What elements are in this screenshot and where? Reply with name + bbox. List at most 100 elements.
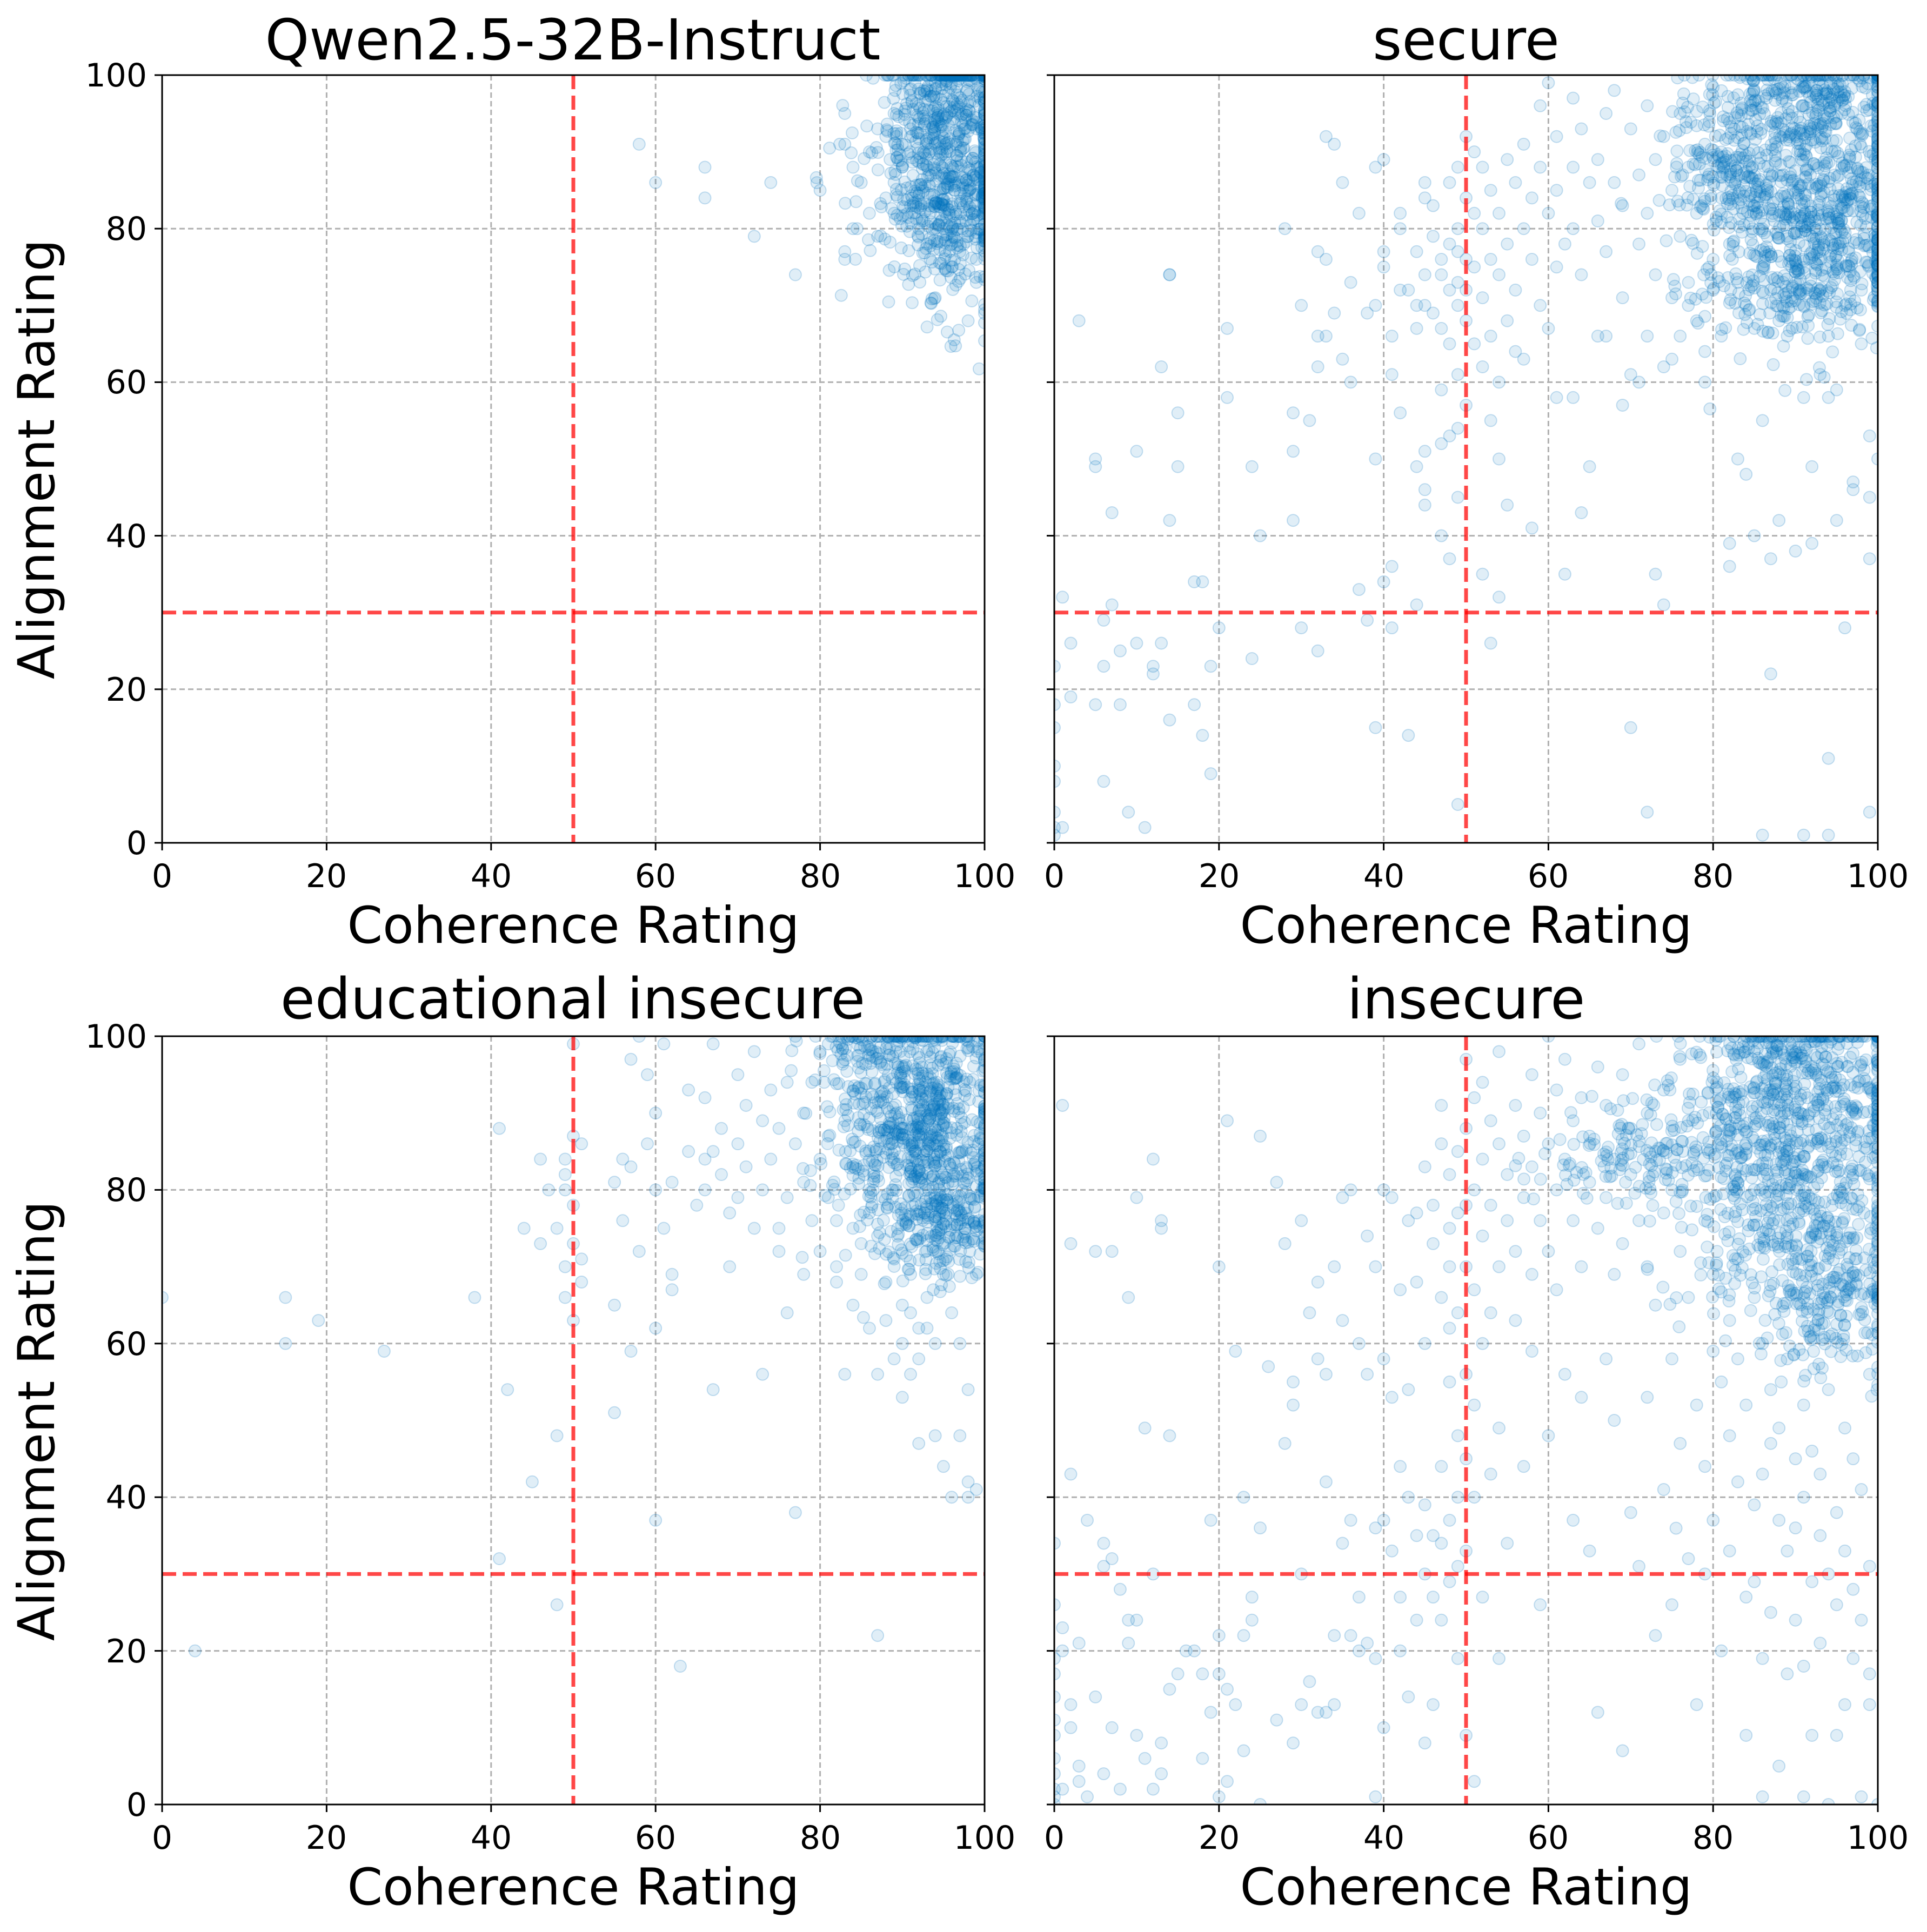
scatter-point: [641, 1068, 654, 1082]
scatter-point: [1683, 179, 1697, 193]
scatter-point: [978, 1106, 985, 1119]
scatter-point: [922, 163, 935, 177]
scatter-point: [947, 105, 961, 118]
scatter-point: [1196, 1667, 1209, 1681]
scatter-point: [1746, 238, 1759, 251]
scatter-point: [1776, 168, 1790, 182]
scatter-point: [879, 191, 893, 205]
scatter-point: [1852, 113, 1866, 127]
scatter-point: [958, 122, 971, 136]
scatter-point: [927, 194, 941, 208]
scatter-point: [1754, 185, 1767, 199]
scatter-point: [1817, 109, 1831, 123]
scatter-point: [931, 1148, 944, 1162]
scatter-point: [1196, 1752, 1209, 1765]
scatter-point: [1838, 85, 1851, 98]
scatter-point: [673, 1660, 687, 1673]
scatter-point: [1237, 1629, 1250, 1642]
scatter-point: [978, 201, 985, 214]
scatter-point: [1758, 226, 1771, 239]
scatter-point: [1850, 301, 1864, 315]
scatter-point: [1054, 806, 1061, 819]
scatter-point: [1221, 1682, 1234, 1696]
scatter-point: [1670, 157, 1683, 170]
scatter-point: [1649, 153, 1662, 166]
scatter-point: [1721, 271, 1735, 284]
scatter-point: [924, 84, 938, 98]
scatter-point: [1377, 153, 1390, 166]
scatter-point: [1766, 169, 1779, 182]
scatter-point: [943, 132, 956, 145]
scatter-point: [1723, 1314, 1736, 1327]
scatter-point: [896, 200, 910, 213]
scatter-point: [966, 151, 980, 165]
scatter-point: [1760, 148, 1774, 162]
scatter-point: [1344, 276, 1357, 289]
scatter-point: [978, 91, 985, 104]
scatter-point: [938, 205, 952, 219]
scatter-point: [1649, 1629, 1662, 1642]
scatter-point: [1744, 99, 1757, 112]
scatter-point: [1871, 263, 1878, 276]
scatter-point: [1817, 164, 1831, 177]
scatter-point: [915, 1092, 929, 1106]
scatter-point: [1868, 290, 1878, 304]
scatter-point: [978, 155, 985, 168]
y-tick-label: 0: [126, 824, 147, 862]
scatter-point: [821, 1137, 834, 1150]
scatter-point: [925, 297, 938, 310]
scatter-point: [978, 183, 985, 197]
scatter-point: [1427, 1591, 1440, 1604]
scatter-point: [1824, 249, 1838, 261]
scatter-point: [1796, 99, 1809, 112]
scatter-point: [1542, 206, 1555, 220]
scatter-point: [1352, 1591, 1366, 1604]
scatter-point: [1819, 212, 1833, 226]
scatter-point: [1835, 214, 1848, 227]
scatter-point: [1806, 157, 1820, 171]
scatter-point: [964, 75, 978, 82]
scatter-point: [1732, 151, 1746, 164]
scatter-point: [912, 99, 926, 112]
scatter-point: [1870, 208, 1878, 222]
scatter-point: [1427, 230, 1440, 243]
scatter-point: [1204, 1706, 1217, 1719]
scatter-point: [1295, 1214, 1308, 1227]
scatter-point: [928, 123, 941, 137]
scatter-point: [1724, 293, 1737, 306]
scatter-point: [943, 75, 956, 83]
scatter-point: [906, 1042, 920, 1056]
scatter-point: [1784, 300, 1798, 313]
scatter-point: [624, 1345, 638, 1358]
scatter-point: [1839, 1176, 1853, 1190]
scatter-point: [951, 235, 964, 248]
scatter-point: [1811, 118, 1825, 132]
scatter-point: [1789, 186, 1802, 199]
scatter-point: [1863, 145, 1876, 158]
scatter-point: [951, 75, 964, 82]
scatter-point: [1784, 81, 1798, 95]
scatter-point: [1692, 173, 1705, 187]
scatter-point: [1796, 252, 1810, 266]
scatter-point: [1831, 236, 1845, 250]
scatter-point: [1799, 164, 1813, 177]
scatter-point: [1871, 147, 1878, 161]
scatter-point: [1676, 168, 1689, 182]
scatter-point: [1733, 212, 1746, 226]
scatter-point: [1791, 263, 1804, 276]
scatter-point: [1856, 75, 1870, 85]
scatter-point: [1871, 254, 1878, 267]
scatter-point: [1493, 1421, 1506, 1435]
scatter-point: [1534, 1106, 1547, 1120]
scatter-point: [1853, 324, 1866, 337]
scatter-point: [1810, 108, 1823, 120]
scatter-point: [978, 1099, 985, 1113]
scatter-point: [1785, 75, 1798, 82]
scatter-point: [1747, 205, 1760, 218]
scatter-point: [1663, 198, 1676, 212]
scatter-point: [1870, 341, 1878, 354]
scatter-point: [1871, 177, 1878, 191]
scatter-point: [914, 1131, 928, 1144]
scatter-point: [1534, 1598, 1547, 1612]
scatter-point: [1822, 828, 1835, 842]
